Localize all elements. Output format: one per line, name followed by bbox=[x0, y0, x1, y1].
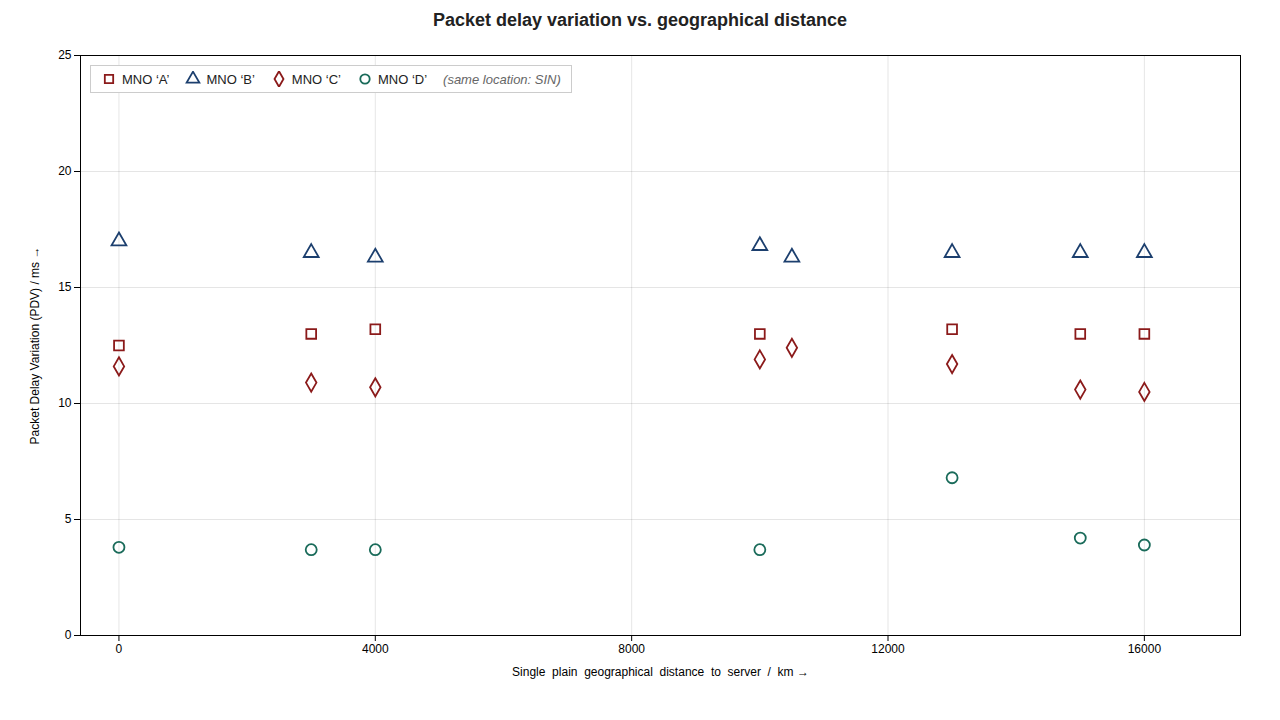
svg-text:5: 5 bbox=[65, 512, 72, 526]
svg-text:10: 10 bbox=[58, 396, 72, 410]
svg-text:20: 20 bbox=[58, 164, 72, 178]
html-text:Packet delay variation vs. geo: Packet delay variation vs. geographical … bbox=[432, 10, 848, 30]
html-text:MNO ‘A’: MNO ‘A’ bbox=[122, 71, 170, 87]
svg-text:Packet Delay Variation (PDV) /: Packet Delay Variation (PDV) / ms → bbox=[28, 247, 42, 445]
svg-text:4000: 4000 bbox=[362, 642, 389, 656]
svg-text:0: 0 bbox=[65, 628, 72, 642]
html-text:(same location: SIN): (same location: SIN) bbox=[443, 71, 561, 87]
svg-text:8000: 8000 bbox=[618, 642, 645, 656]
svg-text:25: 25 bbox=[58, 48, 72, 62]
svg-text:15: 15 bbox=[58, 280, 72, 294]
svg-text:0: 0 bbox=[116, 642, 123, 656]
svg-text:Single plain geographical d: Single plain geographical distance to se… bbox=[512, 665, 809, 679]
html-text:MNO ‘D’: MNO ‘D’ bbox=[377, 71, 427, 87]
svg-text:16000: 16000 bbox=[1128, 642, 1162, 656]
html-text:MNO ‘C’: MNO ‘C’ bbox=[291, 71, 341, 87]
html-text:MNO ‘B’: MNO ‘B’ bbox=[206, 71, 255, 87]
svg-text:12000: 12000 bbox=[871, 642, 905, 656]
